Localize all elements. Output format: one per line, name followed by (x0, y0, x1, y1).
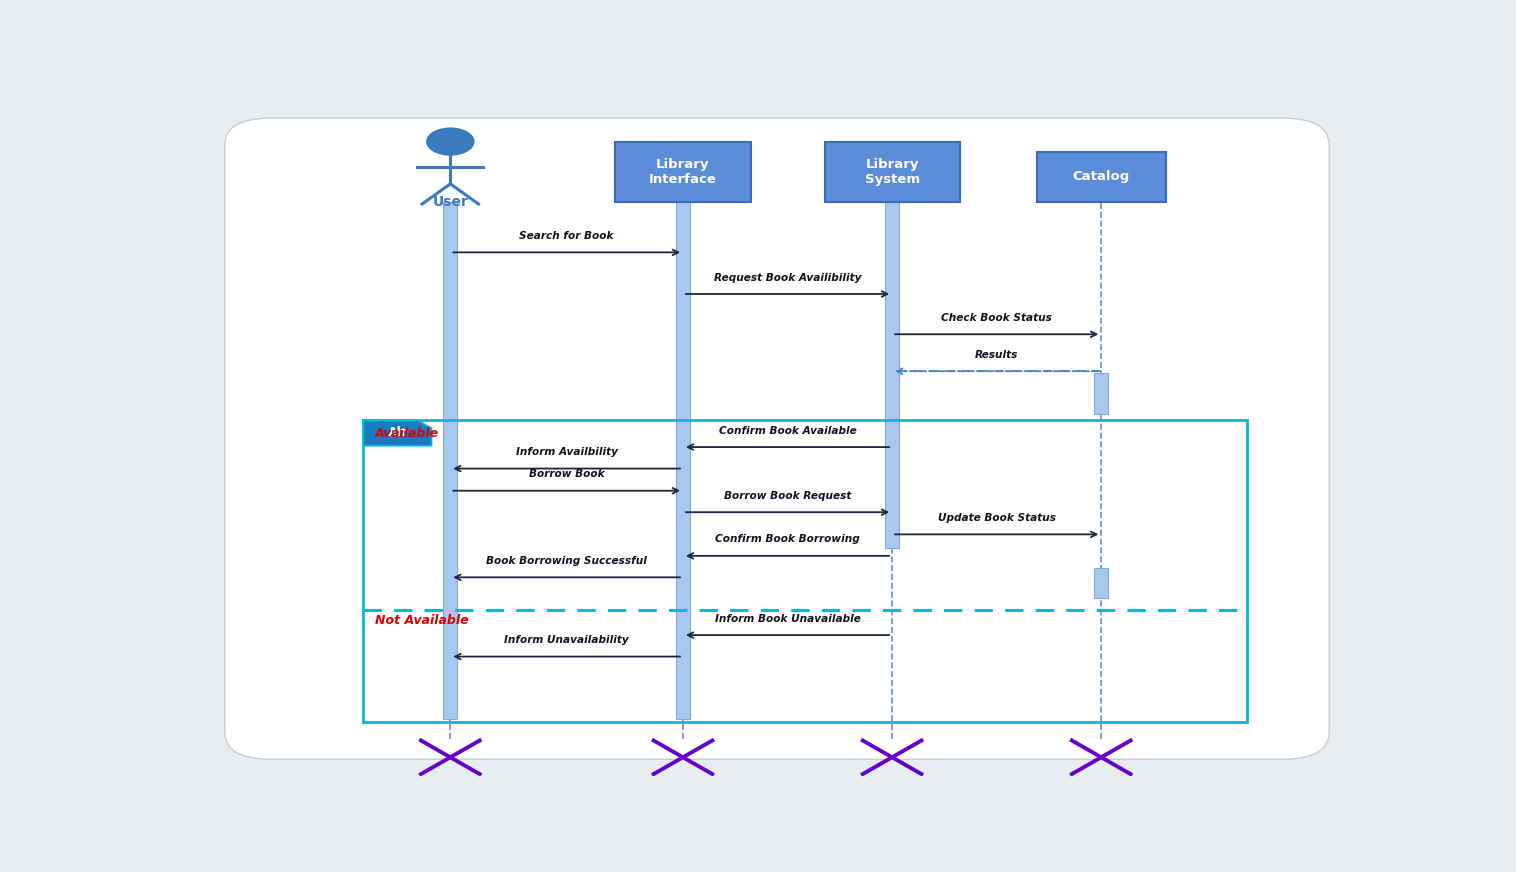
Text: Request Book Availibility: Request Book Availibility (714, 273, 861, 283)
Text: Borrow Book Request: Borrow Book Request (723, 491, 850, 501)
Text: Confirm Book Available: Confirm Book Available (719, 426, 857, 436)
FancyBboxPatch shape (1095, 373, 1108, 413)
Text: Library
Interface: Library Interface (649, 158, 717, 186)
Text: Not Available: Not Available (374, 614, 468, 627)
Text: Inform Unavailability: Inform Unavailability (505, 635, 629, 645)
FancyBboxPatch shape (676, 202, 690, 719)
Text: Check Book Status: Check Book Status (941, 313, 1052, 323)
Text: Confirm Book Borrowing: Confirm Book Borrowing (716, 535, 860, 544)
Text: User: User (432, 195, 468, 209)
FancyBboxPatch shape (1037, 152, 1166, 202)
Text: Inform Book Unavailable: Inform Book Unavailable (714, 614, 861, 623)
Circle shape (428, 128, 475, 155)
FancyBboxPatch shape (1095, 568, 1108, 598)
Text: Library
System: Library System (864, 158, 920, 186)
Text: Borrow Book: Borrow Book (529, 469, 605, 480)
FancyBboxPatch shape (615, 141, 750, 202)
FancyBboxPatch shape (825, 141, 960, 202)
Polygon shape (364, 420, 432, 446)
Text: Book Borrowing Successful: Book Borrowing Successful (487, 556, 647, 566)
FancyBboxPatch shape (885, 202, 899, 548)
Text: Alt: Alt (388, 426, 408, 439)
Text: Results: Results (975, 350, 1019, 360)
FancyBboxPatch shape (443, 202, 458, 719)
Text: Search for Book: Search for Book (520, 231, 614, 241)
Text: Update Book Status: Update Book Status (938, 513, 1055, 523)
Text: Inform Availbility: Inform Availbility (515, 447, 617, 457)
Text: Available: Available (374, 427, 440, 440)
Text: Catalog: Catalog (1073, 170, 1129, 183)
FancyBboxPatch shape (224, 118, 1330, 760)
